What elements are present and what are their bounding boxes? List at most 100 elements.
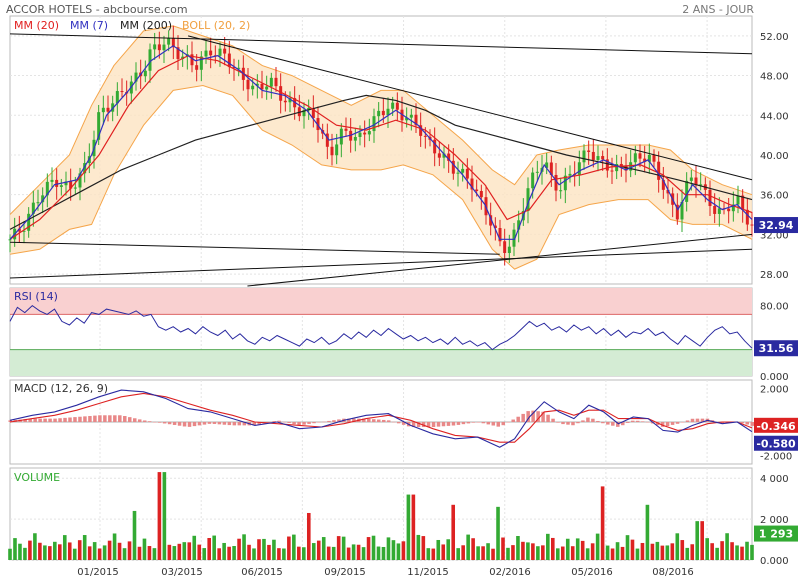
candle-body xyxy=(736,195,740,205)
macd-histogram-bar xyxy=(182,422,187,427)
volume-bar xyxy=(132,510,137,560)
macd-histogram-bar xyxy=(586,417,590,422)
macd-histogram-bar xyxy=(53,418,57,422)
volume-bar xyxy=(336,536,341,560)
candle-body xyxy=(353,136,357,141)
volume-bar xyxy=(43,545,47,560)
volume-bar xyxy=(287,536,291,560)
volume-bar xyxy=(376,546,381,560)
volume-bar xyxy=(615,542,620,560)
volume-bar xyxy=(730,542,734,560)
macd-histogram-bar xyxy=(521,413,525,422)
volume-bar xyxy=(302,547,306,560)
candle-body xyxy=(447,153,451,161)
candle-body xyxy=(269,77,273,87)
volume-bar xyxy=(431,548,436,560)
volume-bar xyxy=(605,545,610,560)
candle-body xyxy=(582,150,586,163)
price-y-tick: 44.00 xyxy=(760,111,789,122)
volume-bar xyxy=(560,546,565,560)
panel-frame-0 xyxy=(9,15,753,285)
candle-body xyxy=(134,72,138,82)
candle-body xyxy=(335,144,339,156)
ma200-line xyxy=(9,94,753,230)
candle-body xyxy=(31,202,35,214)
candle-body xyxy=(419,125,423,136)
volume-bar xyxy=(695,521,700,560)
volume-bar xyxy=(33,533,37,560)
candle-body xyxy=(568,173,572,176)
volume-bar xyxy=(486,543,490,560)
trendline-1 xyxy=(187,35,753,181)
macd-histogram-bar xyxy=(451,422,456,426)
rsi-y-tick: 80.00 xyxy=(760,302,789,313)
macd-histogram-bar xyxy=(660,422,665,427)
volume-bar xyxy=(366,537,371,560)
price-legend-entry: MM (20) xyxy=(14,19,59,32)
volume-bar xyxy=(92,542,97,560)
macd-histogram-bar xyxy=(167,422,172,425)
price-last-badge xyxy=(754,217,798,234)
volume-bar xyxy=(331,546,336,560)
candle-body xyxy=(311,107,315,119)
candle-body xyxy=(97,112,101,140)
volume-bar xyxy=(57,544,62,560)
volume-bar xyxy=(237,538,241,560)
candle-body xyxy=(377,110,381,117)
candle-body xyxy=(661,179,665,190)
macd-histogram-bar xyxy=(297,422,301,426)
volume-bar xyxy=(740,546,744,560)
volume-bar xyxy=(38,542,42,560)
candle-body xyxy=(610,170,614,172)
volume-bar xyxy=(655,541,660,560)
volume-bar xyxy=(501,537,505,560)
volume-bar xyxy=(212,535,216,560)
macd-histogram-bar xyxy=(431,422,436,428)
candle-body xyxy=(45,181,49,196)
macd-signal-badge xyxy=(754,417,798,433)
volume-bar xyxy=(570,546,575,560)
candle-body xyxy=(689,177,693,181)
candle-body xyxy=(680,201,684,220)
candle-body xyxy=(652,154,656,162)
candle-body xyxy=(339,128,343,145)
candle-body xyxy=(279,86,283,101)
macd-histogram-bar xyxy=(591,418,595,422)
volume-bar xyxy=(675,533,680,560)
price-last-value: 32.94 xyxy=(759,219,794,232)
volume-bar xyxy=(401,541,406,560)
macd-histogram-bar xyxy=(576,422,580,424)
macd-histogram-bar xyxy=(202,422,207,425)
macd-histogram-bar xyxy=(680,422,685,423)
macd-histogram-bar xyxy=(436,422,441,427)
macd-histogram-bar xyxy=(38,418,42,422)
macd-histogram-bar xyxy=(48,418,52,422)
macd-histogram-bar xyxy=(257,422,261,425)
volume-bar xyxy=(117,542,122,560)
macd-histogram-bar xyxy=(367,418,371,422)
volume-bar xyxy=(112,533,117,560)
macd-histogram-bar xyxy=(481,422,486,424)
candle-body xyxy=(363,132,367,135)
rsi-line xyxy=(9,304,753,351)
macd-histogram-bar xyxy=(147,421,152,422)
macd-histogram-bar xyxy=(103,415,107,422)
macd-histogram-bar xyxy=(396,422,401,424)
volume-bar xyxy=(292,534,296,560)
volume-bar xyxy=(551,537,555,560)
macd-histogram-bar xyxy=(372,419,376,422)
macd-histogram-bar xyxy=(272,421,276,422)
volume-bar xyxy=(481,546,485,560)
macd-histogram-bar xyxy=(232,422,237,426)
macd-histogram-bar xyxy=(43,418,47,422)
volume-bar xyxy=(575,538,580,560)
volume-bar xyxy=(28,540,32,560)
macd-histogram-bar xyxy=(655,422,660,426)
candle-body xyxy=(199,56,203,70)
volume-bar xyxy=(526,542,530,560)
candle-body xyxy=(713,206,717,214)
volume-bar xyxy=(326,546,331,560)
candle-body xyxy=(409,114,413,118)
volume-bar xyxy=(541,545,545,560)
volume-label: VOLUME xyxy=(14,471,60,484)
